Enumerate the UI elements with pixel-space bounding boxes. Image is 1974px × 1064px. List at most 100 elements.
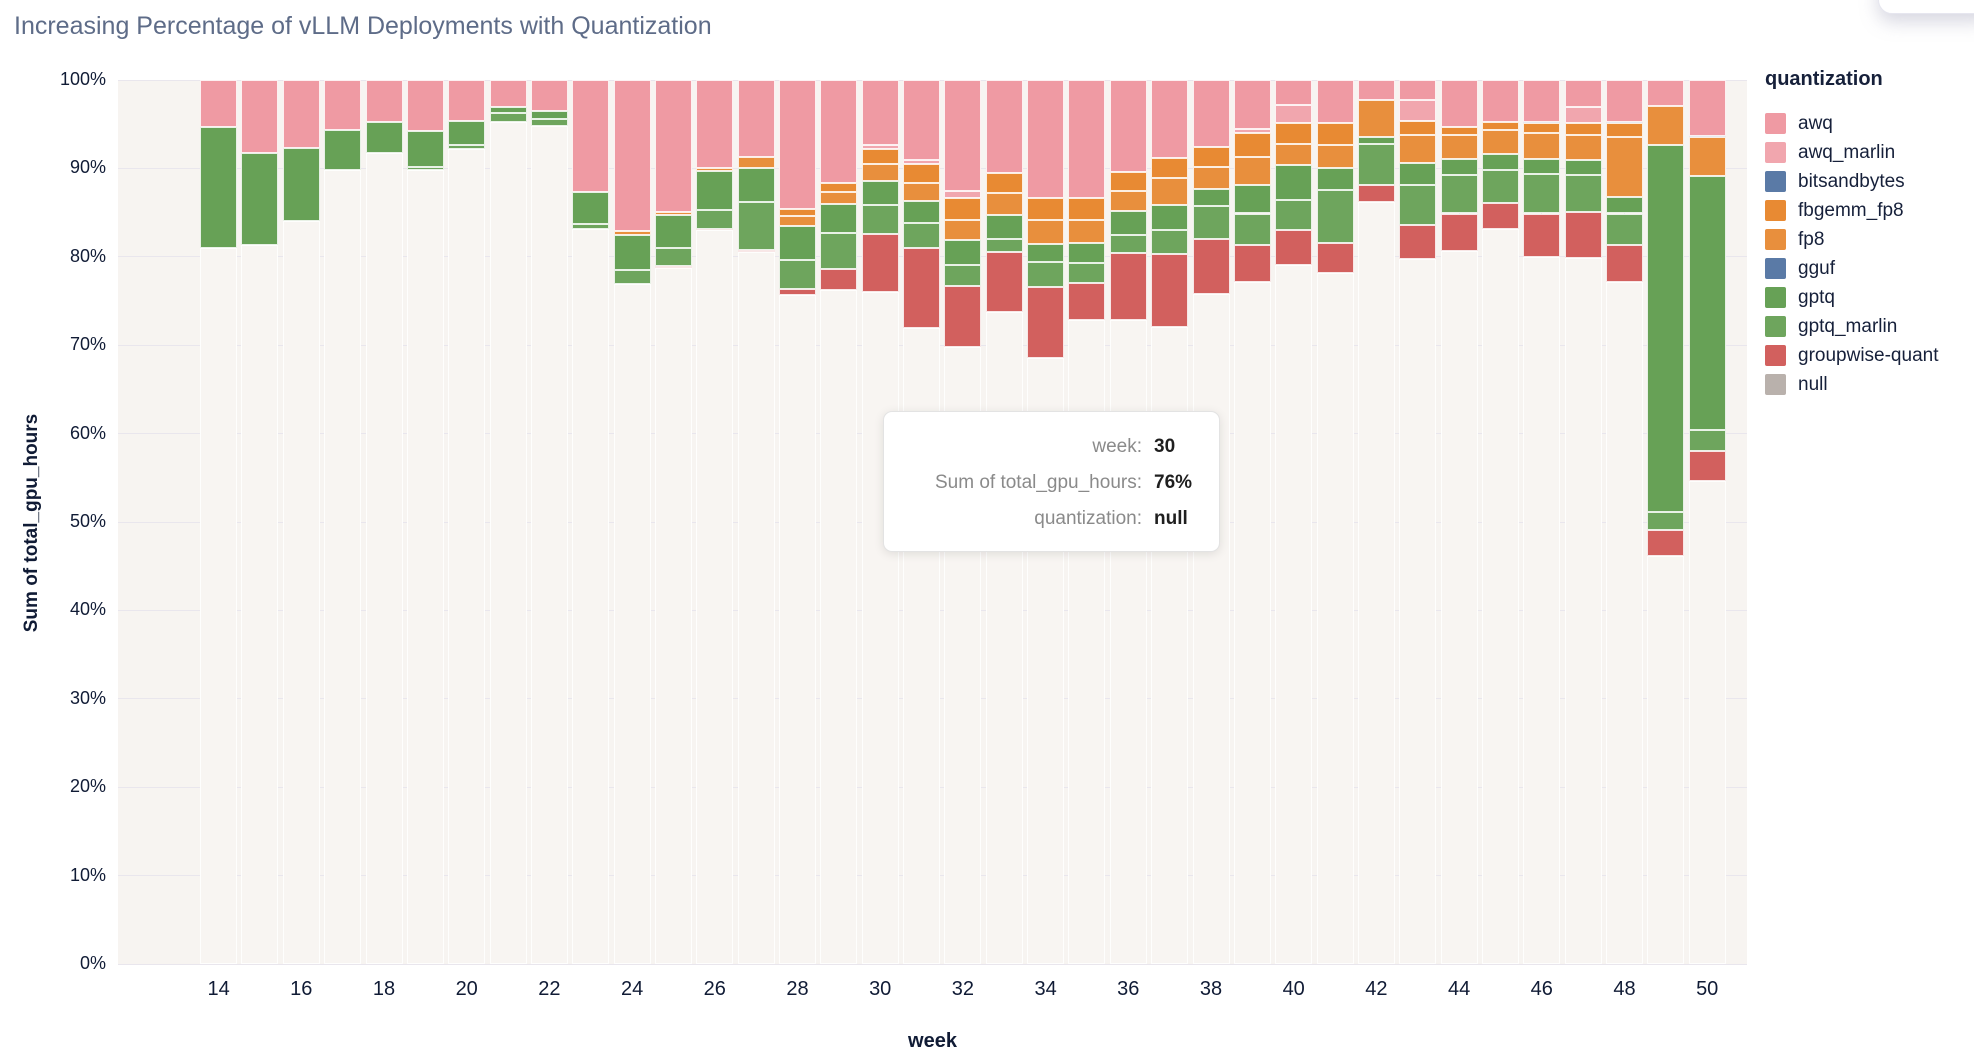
bar-segment-fp8[interactable] (820, 192, 858, 204)
bar-segment-null[interactable] (200, 247, 238, 964)
bar-week-18[interactable] (365, 80, 403, 964)
bar-segment-groupwise-quant[interactable] (1523, 213, 1561, 257)
bar-segment-groupwise-quant[interactable] (1440, 213, 1478, 251)
bar-segment-fbgemm_fp8[interactable] (1481, 121, 1519, 131)
bar-segment-awq[interactable] (530, 80, 568, 111)
bar-segment-gptq[interactable] (779, 225, 816, 261)
bar-segment-gptq_marlin[interactable] (903, 223, 941, 248)
bar-segment-groupwise-quant[interactable] (696, 228, 734, 231)
bar-segment-awq[interactable] (1481, 80, 1519, 122)
bar-week-25[interactable] (654, 80, 692, 964)
bar-segment-null[interactable] (572, 229, 610, 964)
legend-item-gptq_marlin[interactable]: gptq_marlin (1765, 312, 1965, 341)
bar-segment-fbgemm_fp8[interactable] (903, 163, 941, 183)
bar-segment-fbgemm_fp8[interactable] (944, 198, 982, 220)
bar-segment-null[interactable] (530, 125, 568, 964)
bar-segment-gptq_marlin[interactable] (654, 247, 692, 266)
bar-segment-groupwise-quant[interactable] (1275, 230, 1313, 265)
bar-segment-gptq[interactable] (654, 215, 692, 248)
bar-segment-gptq_marlin[interactable] (944, 264, 982, 286)
bar-segment-gptq_marlin[interactable] (1564, 174, 1602, 212)
bar-segment-groupwise-quant[interactable] (654, 265, 692, 269)
bar-segment-gptq_marlin[interactable] (530, 118, 568, 126)
bar-segment-bitsandbytes[interactable] (1523, 121, 1561, 124)
bar-segment-gptq[interactable] (1440, 158, 1478, 175)
legend-item-awq[interactable]: awq (1765, 109, 1965, 138)
bar-segment-groupwise-quant[interactable] (1399, 224, 1437, 260)
bar-segment-awq[interactable] (1688, 80, 1726, 136)
bar-segment-gptq[interactable] (696, 171, 734, 210)
bar-segment-gptq_marlin[interactable] (1109, 234, 1147, 254)
bar-segment-groupwise-quant[interactable] (1357, 185, 1395, 202)
bar-week-14[interactable] (200, 80, 238, 964)
bar-week-28[interactable] (779, 80, 816, 964)
bar-segment-awq[interactable] (1316, 80, 1354, 124)
bar-segment-gptq[interactable] (737, 167, 775, 202)
bar-segment-gptq[interactable] (903, 201, 941, 224)
bar-week-19[interactable] (406, 80, 444, 964)
bar-segment-fp8[interactable] (1481, 130, 1519, 155)
bar-segment-gptq_marlin[interactable] (1606, 213, 1643, 246)
bar-segment-fbgemm_fp8[interactable] (1068, 197, 1106, 220)
bar-segment-gptq[interactable] (448, 120, 486, 146)
bar-segment-awq[interactable] (572, 80, 610, 193)
bar-segment-fbgemm_fp8[interactable] (985, 172, 1023, 194)
bar-segment-gptq[interactable] (241, 153, 279, 246)
bar-segment-groupwise-quant[interactable] (820, 269, 858, 291)
bar-segment-fp8[interactable] (779, 216, 816, 226)
bar-segment-gptq_marlin[interactable] (1027, 262, 1065, 287)
bar-segment-fbgemm_fp8[interactable] (1192, 147, 1230, 167)
bar-segment-groupwise-quant[interactable] (1068, 283, 1106, 320)
bar-segment-gptq[interactable] (1068, 242, 1106, 263)
bar-segment-null[interactable] (1233, 281, 1271, 964)
bar-segment-gptq[interactable] (406, 131, 444, 167)
bar-segment-awq[interactable] (1109, 80, 1147, 172)
bar-segment-null[interactable] (985, 311, 1023, 964)
bar-segment-groupwise-quant[interactable] (1606, 245, 1643, 282)
bar-segment-null[interactable] (779, 294, 816, 964)
bar-segment-null[interactable] (448, 148, 486, 964)
bar-segment-gptq[interactable] (944, 240, 982, 265)
bar-segment-fp8[interactable] (1027, 219, 1065, 244)
bar-segment-awq[interactable] (406, 80, 444, 132)
bar-segment-null[interactable] (1606, 281, 1643, 964)
bar-segment-null[interactable] (1564, 257, 1602, 964)
bar-week-16[interactable] (282, 80, 320, 964)
bar-week-39[interactable] (1233, 80, 1271, 964)
bar-segment-fbgemm_fp8[interactable] (1606, 123, 1643, 138)
bar-segment-groupwise-quant[interactable] (1192, 239, 1230, 294)
bar-segment-gptq[interactable] (820, 203, 858, 233)
bar-week-15[interactable] (241, 80, 279, 964)
bar-segment-fbgemm_fp8[interactable] (820, 182, 858, 193)
bar-segment-fbgemm_fp8[interactable] (1440, 126, 1478, 135)
bar-segment-fp8[interactable] (1688, 137, 1726, 177)
bar-segment-null[interactable] (1399, 259, 1437, 964)
bar-segment-gptq[interactable] (1316, 167, 1354, 190)
bar-week-38[interactable] (1192, 80, 1230, 964)
legend-item-fbgemm_fp8[interactable]: fbgemm_fp8 (1765, 196, 1965, 225)
bar-segment-awq[interactable] (861, 80, 899, 146)
bar-segment-gptq_marlin[interactable] (1151, 230, 1189, 255)
bar-segment-gptq[interactable] (1606, 196, 1643, 214)
bar-segment-fbgemm_fp8[interactable] (1109, 171, 1147, 192)
bar-segment-awq[interactable] (737, 80, 775, 157)
bar-week-26[interactable] (696, 80, 734, 964)
bar-segment-awq[interactable] (1523, 80, 1561, 122)
bar-segment-gptq[interactable] (530, 110, 568, 119)
bar-week-23[interactable] (572, 80, 610, 964)
bar-segment-gptq[interactable] (1688, 176, 1726, 431)
bar-segment-awq_marlin[interactable] (944, 191, 982, 199)
bar-segment-gptq[interactable] (1192, 188, 1230, 207)
bar-segment-awq[interactable] (613, 80, 651, 232)
bar-segment-null[interactable] (489, 122, 527, 964)
bar-week-17[interactable] (324, 80, 362, 964)
bar-segment-fp8[interactable] (985, 193, 1023, 216)
bar-week-46[interactable] (1523, 80, 1561, 964)
bar-segment-groupwise-quant[interactable] (1109, 253, 1147, 320)
bar-segment-groupwise-quant[interactable] (1027, 286, 1065, 359)
bar-week-48[interactable] (1606, 80, 1643, 964)
bar-segment-null[interactable] (241, 245, 279, 964)
bar-segment-groupwise-quant[interactable] (779, 288, 816, 295)
bar-segment-awq_marlin[interactable] (1399, 100, 1437, 121)
bar-segment-awq[interactable] (779, 80, 816, 210)
